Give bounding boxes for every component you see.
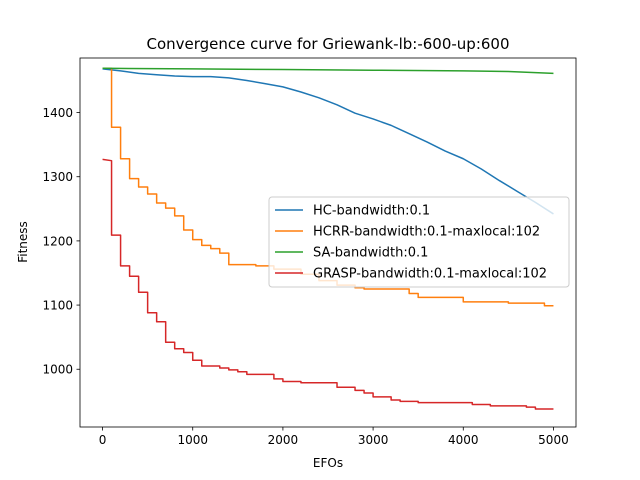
chart-title: Convergence curve for Griewank-lb:-600-u… [146, 35, 509, 53]
x-tick-label: 0 [99, 433, 107, 447]
x-tick-label: 4000 [448, 433, 479, 447]
legend-entry-label: GRASP-bandwidth:0.1-maxlocal:102 [313, 267, 547, 282]
x-tick-label: 3000 [358, 433, 389, 447]
y-axis-ticks: 1000 1100 1200 1300 1400 [42, 106, 80, 377]
series-line-1 [102, 68, 554, 215]
y-tick-label: 1300 [42, 170, 73, 184]
legend: HC-bandwidth:0.1 HCRR-bandwidth:0.1-maxlo… [268, 196, 570, 288]
x-tick-label: 5000 [538, 433, 569, 447]
axes-frame [79, 57, 577, 428]
x-tick-label: 1000 [177, 433, 208, 447]
y-tick-label: 1100 [42, 299, 73, 313]
legend-entry-label: SA-bandwidth:0.1 [313, 246, 428, 261]
y-tick-label: 1400 [42, 106, 73, 120]
legend-entry-label: HCRR-bandwidth:0.1-maxlocal:102 [313, 225, 540, 240]
x-tick-label: 2000 [268, 433, 299, 447]
series-line-3 [102, 67, 554, 75]
series-line-2 [102, 67, 554, 307]
x-axis-ticks: 0 1000 2000 3000 4000 5000 [99, 427, 569, 447]
x-axis-label: EFOs [313, 456, 343, 470]
plot-area [79, 57, 577, 428]
y-tick-label: 1200 [42, 234, 73, 248]
y-axis-label: Fitness [16, 221, 30, 263]
legend-box [268, 196, 570, 288]
series-layer [102, 67, 554, 410]
y-tick-label: 1000 [42, 363, 73, 377]
legend-entry-label: HC-bandwidth:0.1 [313, 204, 430, 219]
series-line-4 [102, 158, 554, 410]
